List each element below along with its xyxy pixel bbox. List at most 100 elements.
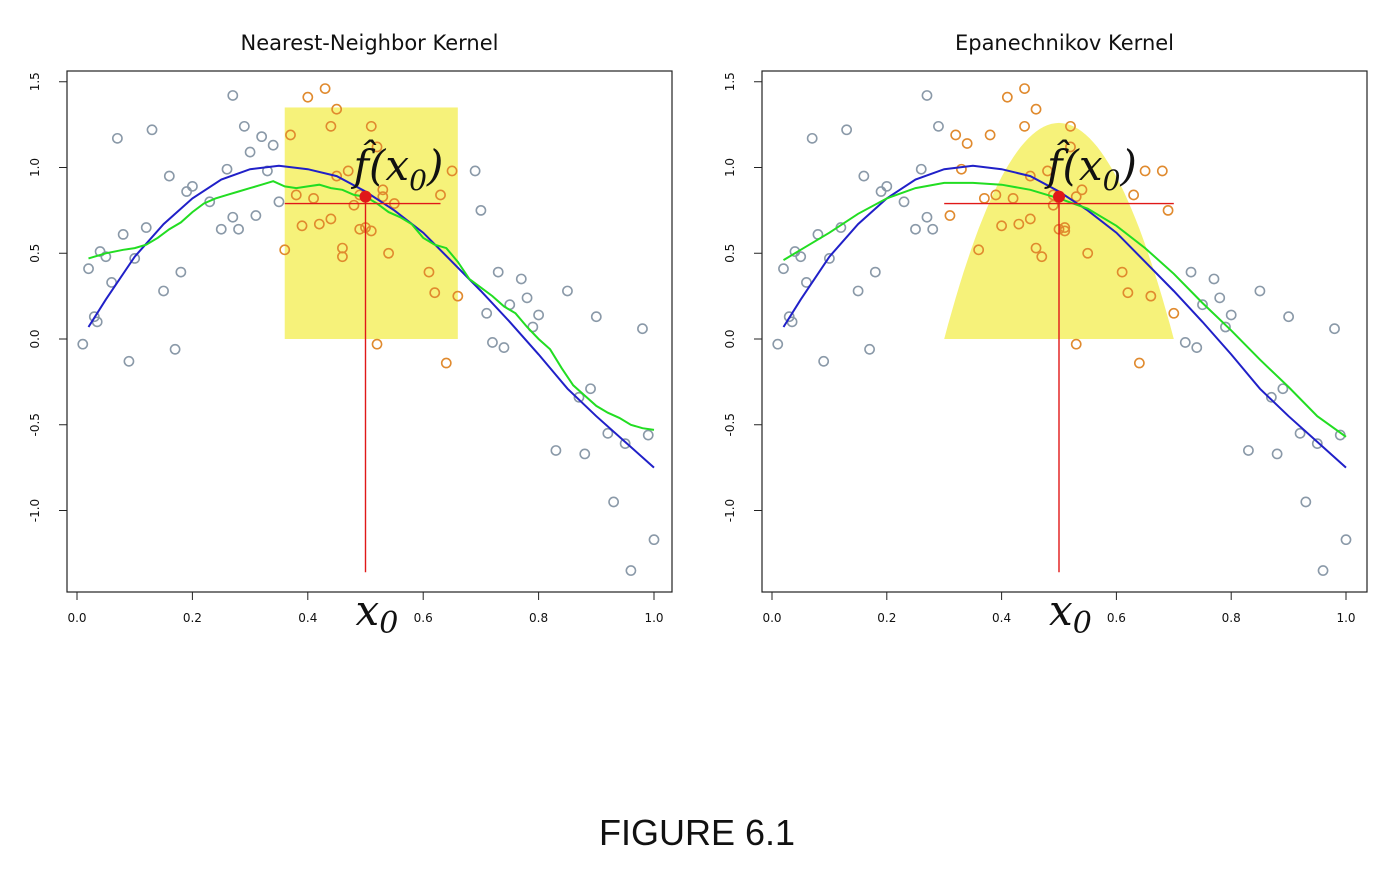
data-point xyxy=(1294,427,1306,439)
data-point xyxy=(579,448,591,460)
data-point xyxy=(1019,120,1030,132)
data-point xyxy=(256,131,268,143)
data-point xyxy=(319,83,331,95)
data-point xyxy=(915,163,927,175)
data-point xyxy=(1065,141,1076,153)
y-tick-label: -1.0 xyxy=(28,499,42,522)
data-point xyxy=(996,220,1007,232)
data-point xyxy=(302,91,314,103)
chart-title: Nearest-Neighbor Kernel xyxy=(241,31,499,55)
data-point xyxy=(921,211,933,223)
kernel-window xyxy=(284,107,458,339)
data-point xyxy=(858,170,870,182)
data-point xyxy=(342,165,354,177)
data-point xyxy=(778,263,789,275)
data-point xyxy=(186,180,198,192)
data-point xyxy=(1311,438,1323,450)
data-point xyxy=(313,218,325,230)
data-point xyxy=(221,163,233,175)
data-point xyxy=(1243,445,1254,456)
data-point xyxy=(365,120,377,132)
fhat-close: ) xyxy=(426,141,443,190)
data-point xyxy=(1059,225,1071,237)
data-point xyxy=(1197,299,1208,311)
data-point xyxy=(956,163,967,175)
data-point xyxy=(619,438,631,450)
data-point xyxy=(77,338,89,350)
data-point xyxy=(1116,266,1128,278)
data-point xyxy=(146,124,158,136)
fhat-text: f̂(x xyxy=(1044,138,1103,190)
data-point xyxy=(469,165,481,177)
data-point xyxy=(806,132,818,144)
data-point xyxy=(435,189,446,201)
y-tick-label: 1.5 xyxy=(723,72,737,91)
data-point xyxy=(383,247,394,259)
data-point xyxy=(950,129,962,141)
data-point xyxy=(1139,165,1151,177)
data-point xyxy=(990,189,1002,201)
data-point xyxy=(371,338,383,350)
fhat-subscript: 0 xyxy=(409,164,427,197)
data-point xyxy=(158,285,169,297)
y-tick-label: 1.5 xyxy=(28,72,42,91)
data-point xyxy=(783,311,795,323)
data-point xyxy=(440,357,452,369)
data-point xyxy=(1168,307,1180,319)
x-tick-label: 0.8 xyxy=(529,611,548,625)
data-point xyxy=(88,311,100,323)
data-point xyxy=(1024,170,1036,182)
data-point xyxy=(1128,189,1140,201)
data-point xyxy=(100,251,112,263)
data-point xyxy=(1030,103,1042,115)
data-point xyxy=(129,252,141,264)
fhat-close: ) xyxy=(1119,141,1136,190)
data-point xyxy=(1185,266,1197,278)
data-point xyxy=(325,120,337,132)
data-point xyxy=(1042,165,1053,177)
data-point xyxy=(1277,383,1289,395)
fhat-annotation: f̂(x0) xyxy=(1044,138,1137,197)
x-tick-label: 0.4 xyxy=(298,611,317,625)
data-point xyxy=(481,307,493,319)
data-point xyxy=(637,323,648,335)
data-point xyxy=(279,244,291,256)
data-point xyxy=(984,129,996,141)
y-tick-label: 1.0 xyxy=(28,158,42,177)
fhat-subscript: 0 xyxy=(1103,164,1121,197)
data-point xyxy=(1036,251,1048,263)
fhat-text: f̂(x xyxy=(351,138,410,190)
data-point xyxy=(83,263,94,275)
data-point xyxy=(498,342,510,353)
x-tick-label: 0.0 xyxy=(762,611,781,625)
data-point xyxy=(273,196,285,208)
data-point xyxy=(492,266,504,278)
data-point xyxy=(204,196,216,208)
y-tick-label: -0.5 xyxy=(723,413,737,436)
data-point xyxy=(1340,534,1352,546)
x-tick-label: 1.0 xyxy=(644,611,663,625)
data-point xyxy=(331,170,343,182)
data-point xyxy=(423,266,435,278)
data-point xyxy=(944,210,956,221)
data-point xyxy=(1065,120,1076,132)
data-point xyxy=(250,210,262,221)
data-point xyxy=(521,292,533,304)
data-point xyxy=(1208,273,1220,285)
x-tick-label: 1.0 xyxy=(1336,611,1355,625)
data-point xyxy=(296,220,308,232)
data-point xyxy=(562,285,573,297)
y-tick-label: -0.5 xyxy=(28,413,42,436)
data-point xyxy=(852,285,864,297)
data-point xyxy=(1220,321,1231,333)
data-point xyxy=(1133,357,1145,369)
data-point xyxy=(377,191,389,203)
data-point xyxy=(585,383,596,395)
panel-epanechnikov-kernel: Epanechnikov Kernel 0.0 0.2 0.4 0.6 0.8 1.0 -1.… xyxy=(723,31,1368,641)
data-point xyxy=(487,337,498,348)
data-point xyxy=(648,534,660,546)
data-point xyxy=(864,343,875,355)
data-point xyxy=(602,427,614,439)
data-point xyxy=(573,391,585,403)
x0-text: x xyxy=(1049,586,1073,635)
